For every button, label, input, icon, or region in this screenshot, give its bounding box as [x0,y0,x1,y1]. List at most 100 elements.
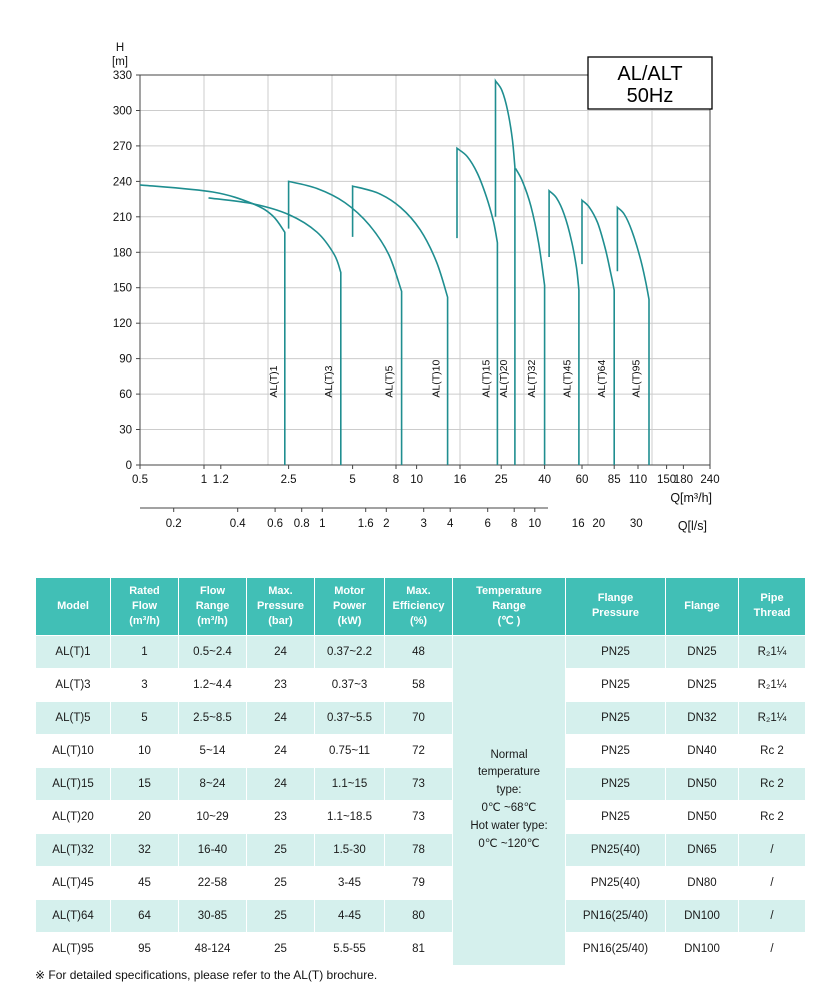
x-tick-label-ls: 10 [528,518,541,530]
pump-curve-AL(T)5 [287,180,403,465]
cell-flow-range: 1.2~4.4 [178,667,247,702]
x-tick-label-ls: 1 [319,518,325,530]
pump-curve-AL(T)95 [616,205,650,465]
cell-max-pressure: 23 [246,799,315,834]
x-tick-label-ls: 20 [592,518,605,530]
cell-pipe-thread: R₂1¼ [738,700,806,735]
cell-model: AL(T)45 [35,865,111,900]
x-tick-label-m3h: 60 [576,474,589,486]
cell-rated-flow: 32 [110,832,179,867]
x-tick-label-ls: 0.2 [166,518,182,530]
cell-max-efficiency: 80 [384,898,453,933]
cell-flange: DN25 [665,634,739,669]
header-rated-flow: Rated Flow (m³/h) [110,577,179,636]
footnote: ※ For detailed specifications, please re… [35,968,378,982]
cell-max-pressure: 25 [246,832,315,867]
cell-model: AL(T)1 [35,634,111,669]
cell-model: AL(T)64 [35,898,111,933]
y-tick-label: 210 [113,212,132,224]
legend-title-line2: 50Hz [627,85,674,107]
cell-model: AL(T)95 [35,931,111,966]
cell-flow-range: 48-124 [178,931,247,966]
cell-pipe-thread: Rc 2 [738,766,806,801]
cell-pipe-thread: R₂1¼ [738,667,806,702]
x-tick-label-m3h: 16 [454,474,467,486]
curve-label: AL(T)5 [384,365,396,397]
cell-motor-power: 3-45 [314,865,385,900]
cell-motor-power: 1.1~15 [314,766,385,801]
y-tick-label: 30 [119,425,132,437]
y-tick-label: 330 [113,70,132,82]
cell-pipe-thread: Rc 2 [738,733,806,768]
cell-motor-power: 0.37~5.5 [314,700,385,735]
curve-label: AL(T)15 [480,360,492,398]
x-tick-label-m3h: 0.5 [132,474,148,486]
curve-label: AL(T)3 [323,365,335,397]
pump-curve-AL(T)20 [494,78,516,465]
x-tick-label-m3h: 150 [657,474,676,486]
x-tick-label-ls: 16 [572,518,585,530]
y-tick-label: 120 [113,318,132,330]
cell-flange-pressure: PN16(25/40) [565,931,666,966]
x-tick-label-m3h: 8 [393,474,399,486]
y-tick-label: 270 [113,141,132,153]
x-tick-label-m3h: 180 [674,474,693,486]
chart-curve-labels: AL(T)1 AL(T)3 AL(T)5 AL(T)10 AL(T)15 AL(T)20 A… [268,360,643,398]
x-tick-label-m3h: 2.5 [281,474,297,486]
cell-max-efficiency: 79 [384,865,453,900]
plot-border [139,74,711,466]
table-row: AL(T)3 3 1.2~4.4 23 0.37~3 58 PN25 DN25 R₂1¼ [35,667,806,702]
y-axis-unit: [m] [112,56,128,68]
cell-flow-range: 16-40 [178,832,247,867]
cell-model: AL(T)3 [35,667,111,702]
table-row: AL(T)10 10 5~14 24 0.75~11 72 PN25 DN40 Rc 2 [35,733,806,768]
spec-table-body: AL(T)1 1 0.5~2.4 24 0.37~2.2 48 Normal tempera… [35,634,806,966]
cell-rated-flow: 20 [110,799,179,834]
x-tick-label-ls: 0.4 [230,518,247,530]
cell-flange-pressure: PN25 [565,634,666,669]
header-max-pressure: Max. Pressure (bar) [246,577,315,636]
header-flange: Flange [665,577,739,636]
cell-flow-range: 2.5~8.5 [178,700,247,735]
header-motor-power: Motor Power (kW) [314,577,385,636]
cell-max-pressure: 24 [246,766,315,801]
x-tick-label-ls: 1.6 [358,518,374,530]
cell-model: AL(T)5 [35,700,111,735]
pump-curve-AL(T)10 [351,185,449,465]
cell-motor-power: 0.37~2.2 [314,634,385,669]
cell-flange: DN40 [665,733,739,768]
header-model: Model [35,577,111,636]
cell-pipe-thread: R₂1¼ [738,634,806,669]
cell-pipe-thread: / [738,832,806,867]
header-flow-range: Flow Range (m³/h) [178,577,247,636]
cell-max-pressure: 24 [246,700,315,735]
cell-model: AL(T)15 [35,766,111,801]
cell-pipe-thread: / [738,865,806,900]
chart-grid [140,74,710,465]
x-tick-label-ls: 2 [383,518,389,530]
cell-max-pressure: 23 [246,667,315,702]
cell-flow-range: 0.5~2.4 [178,634,247,669]
pump-curve-AL(T)3 [208,197,342,465]
x-tick-label-m3h: 1.2 [213,474,229,486]
cell-flange: DN50 [665,766,739,801]
table-row: AL(T)32 32 16-40 25 1.5-30 78 PN25(40) DN65/ [35,832,806,867]
table-row: AL(T)15 15 8~24 24 1.1~15 73 PN25 DN50 Rc 2 [35,766,806,801]
cell-flow-range: 8~24 [178,766,247,801]
cell-rated-flow: 95 [110,931,179,966]
cell-max-efficiency: 48 [384,634,453,669]
cell-flange-pressure: PN25 [565,799,666,834]
cell-flange: DN100 [665,931,739,966]
cell-flange-pressure: PN16(25/40) [565,898,666,933]
cell-pipe-thread: Rc 2 [738,799,806,834]
y-tick-label: 300 [113,106,132,118]
cell-flange-pressure: PN25(40) [565,832,666,867]
x-tick-label-ls: 3 [420,518,426,530]
cell-model: AL(T)32 [35,832,111,867]
x-tick-label-m3h: 1 [201,474,207,486]
cell-flange: DN25 [665,667,739,702]
y-tick-label: 240 [113,176,132,188]
y-tick-label: 150 [113,283,132,295]
